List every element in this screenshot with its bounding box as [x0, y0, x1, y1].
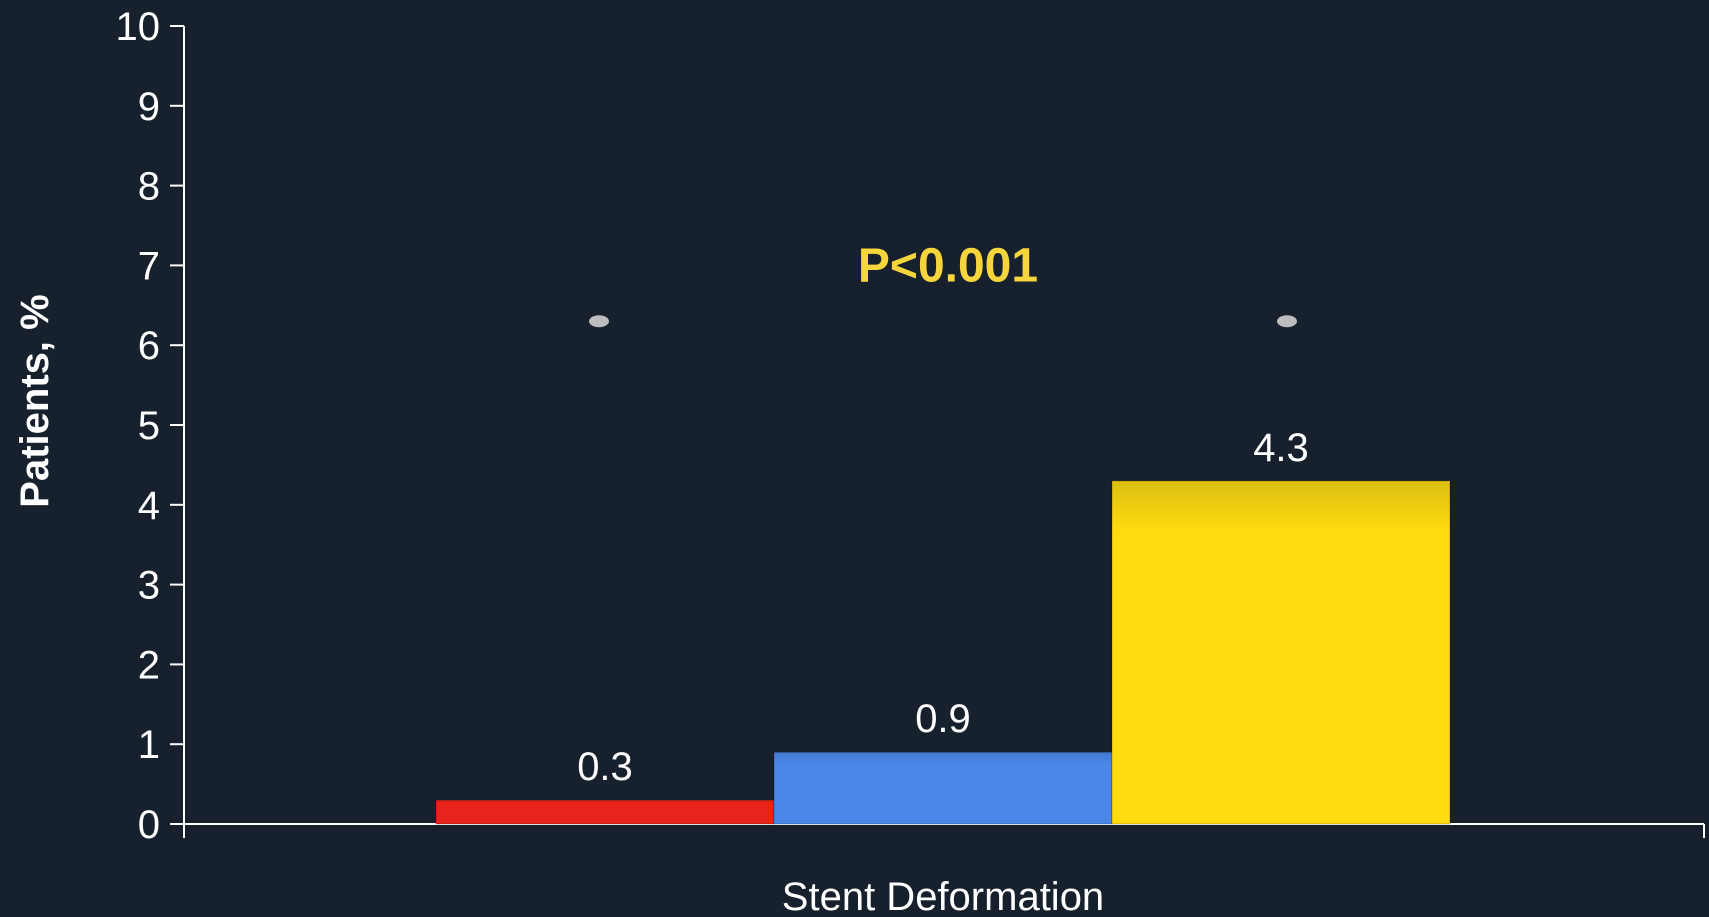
x-category-label: Stent Deformation	[782, 875, 1104, 917]
y-tick-label: 1	[138, 723, 160, 767]
bar-series-3	[1111, 480, 1451, 825]
y-axis-title: Patients, %	[13, 294, 57, 507]
y-axis: 0 1 2 3 4 5 6 7 8 9 10 Patients, %	[13, 5, 185, 847]
y-tick-label: 7	[138, 244, 160, 288]
y-tick-label: 10	[116, 5, 161, 49]
data-label-series-3: 4.3	[1253, 426, 1309, 470]
y-tick-label: 4	[138, 484, 160, 528]
y-tick-label: 2	[138, 643, 160, 687]
y-tick-label: 0	[138, 803, 160, 847]
y-tick-label: 3	[138, 564, 160, 608]
significance-endpoint-left	[589, 315, 609, 328]
y-tick-label: 5	[138, 404, 160, 448]
significance-annotation: P<0.001	[589, 239, 1297, 328]
data-label-series-2: 0.9	[915, 697, 971, 741]
y-tick-label: 8	[138, 165, 160, 209]
bar-series-1	[435, 799, 775, 825]
bars	[435, 480, 1451, 825]
significance-endpoint-right	[1277, 315, 1297, 328]
data-labels: 0.3 0.9 4.3	[577, 426, 1309, 789]
y-tick-label: 6	[138, 324, 160, 368]
y-tick-label: 9	[138, 85, 160, 129]
data-label-series-1: 0.3	[577, 745, 633, 789]
bar-series-2	[773, 751, 1113, 825]
p-value-label: P<0.001	[858, 239, 1038, 292]
x-axis: Stent Deformation	[183, 823, 1705, 917]
